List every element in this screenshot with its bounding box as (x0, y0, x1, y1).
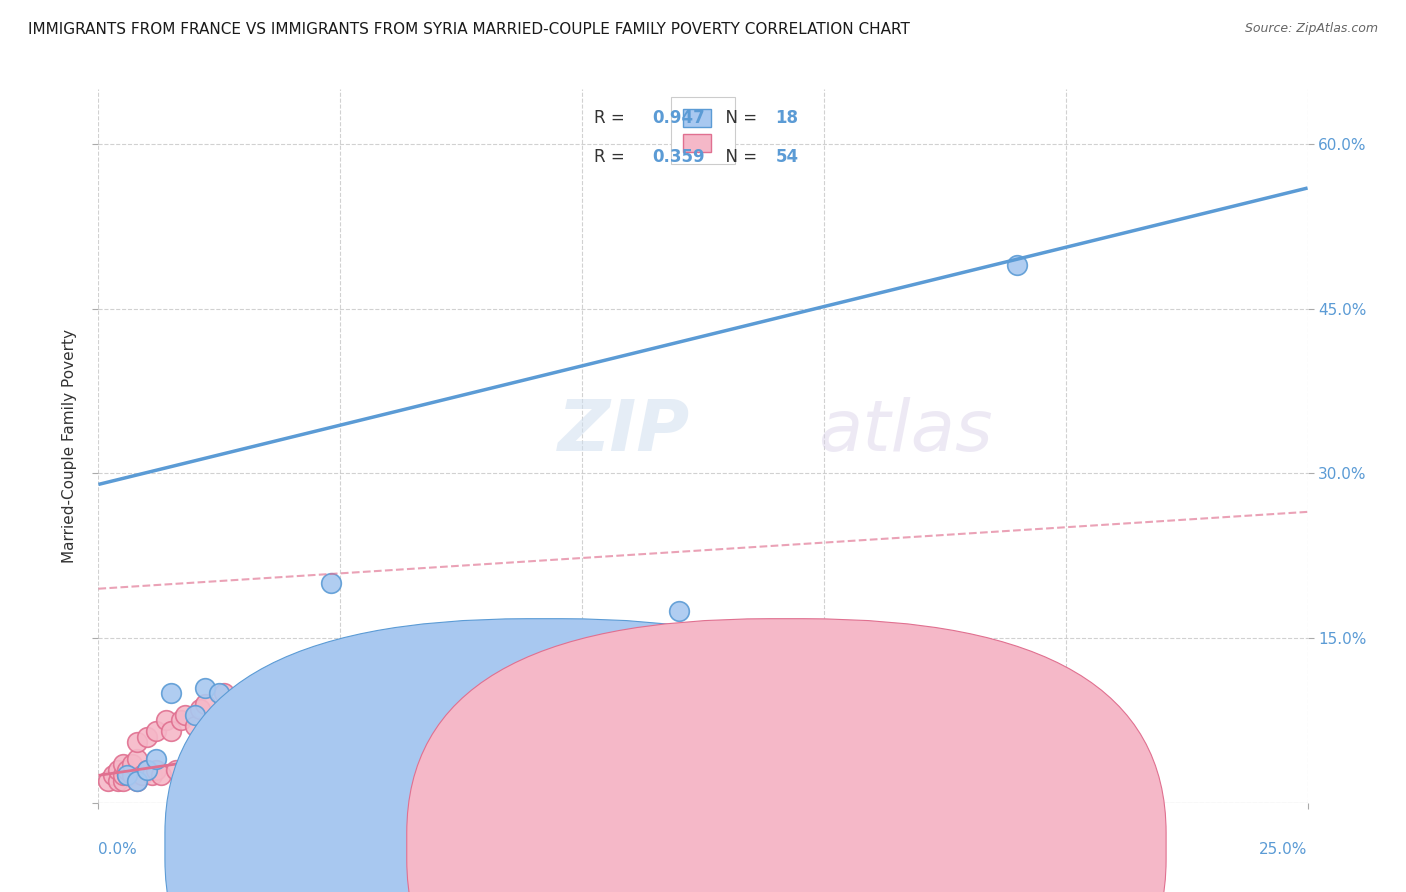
Point (117, 768, 139, 782)
Text: Immigrants from Syria: Immigrants from Syria (814, 838, 986, 854)
Point (184, 719, 207, 733)
Point (145, 724, 167, 739)
Point (668, 768, 690, 782)
Point (450, 768, 472, 782)
Point (256, 686, 278, 700)
Point (111, 768, 134, 782)
Legend: , : , (671, 97, 735, 164)
Text: 54: 54 (776, 148, 799, 166)
Text: 25.0%: 25.0% (1260, 842, 1308, 857)
Point (619, 768, 641, 782)
Point (145, 752, 167, 766)
Text: 0.947: 0.947 (652, 109, 704, 127)
Point (111, 757, 134, 772)
Y-axis label: Married-Couple Family Poverty: Married-Couple Family Poverty (62, 329, 77, 563)
Point (127, 773, 149, 788)
Point (169, 714, 191, 728)
FancyBboxPatch shape (165, 619, 924, 892)
Point (523, 768, 546, 782)
Point (232, 686, 254, 700)
Point (212, 686, 235, 700)
Point (135, 763, 157, 777)
Point (716, 768, 738, 782)
Point (165, 763, 187, 777)
Text: Immigrants from France: Immigrants from France (572, 838, 756, 854)
Point (256, 691, 278, 706)
Text: 18: 18 (776, 109, 799, 127)
Point (305, 664, 328, 678)
FancyBboxPatch shape (406, 619, 1166, 892)
Point (242, 691, 264, 706)
Point (121, 757, 143, 772)
Point (232, 691, 254, 706)
Point (127, 773, 149, 788)
Point (135, 763, 157, 777)
Point (208, 686, 231, 700)
Point (813, 768, 835, 782)
Point (127, 752, 149, 766)
Point (571, 768, 593, 782)
Point (141, 768, 163, 782)
Point (117, 763, 139, 777)
Point (145, 763, 167, 777)
Point (160, 724, 183, 739)
Point (107, 763, 129, 777)
Point (174, 708, 197, 723)
Point (117, 768, 139, 782)
Point (111, 773, 134, 788)
Point (377, 768, 399, 782)
Point (188, 702, 211, 716)
Point (194, 697, 217, 711)
Point (222, 702, 245, 716)
Text: ZIP: ZIP (558, 397, 690, 467)
Text: Source: ZipAtlas.com: Source: ZipAtlas.com (1244, 22, 1378, 36)
Text: R =: R = (595, 148, 630, 166)
Point (860, 768, 883, 782)
Text: 0.359: 0.359 (652, 148, 704, 166)
Point (523, 642, 546, 657)
Point (155, 714, 177, 728)
Point (208, 708, 231, 723)
Text: N =: N = (716, 148, 762, 166)
Point (353, 768, 375, 782)
Point (498, 653, 520, 667)
Point (402, 768, 425, 782)
Point (131, 768, 153, 782)
Point (353, 757, 375, 772)
Text: IMMIGRANTS FROM FRANCE VS IMMIGRANTS FROM SYRIA MARRIED-COUPLE FAMILY POVERTY CO: IMMIGRANTS FROM FRANCE VS IMMIGRANTS FRO… (28, 22, 910, 37)
Point (121, 768, 143, 782)
Point (329, 768, 352, 782)
Point (281, 675, 304, 690)
Point (97, 773, 120, 788)
Point (426, 768, 449, 782)
Point (547, 768, 569, 782)
Point (160, 686, 183, 700)
Text: atlas: atlas (818, 397, 993, 467)
Text: R =: R = (595, 109, 630, 127)
Point (668, 604, 690, 618)
Point (135, 730, 157, 744)
Point (150, 768, 173, 782)
Text: N =: N = (716, 109, 762, 127)
Point (271, 681, 294, 695)
Point (184, 708, 207, 723)
Point (474, 768, 496, 782)
Point (1007, 258, 1029, 272)
Point (319, 576, 342, 591)
Point (194, 681, 217, 695)
Point (402, 686, 425, 700)
Point (107, 773, 129, 788)
Point (101, 768, 124, 782)
Text: 0.0%: 0.0% (98, 842, 138, 857)
Point (281, 708, 304, 723)
Point (127, 735, 149, 749)
Point (450, 702, 472, 716)
